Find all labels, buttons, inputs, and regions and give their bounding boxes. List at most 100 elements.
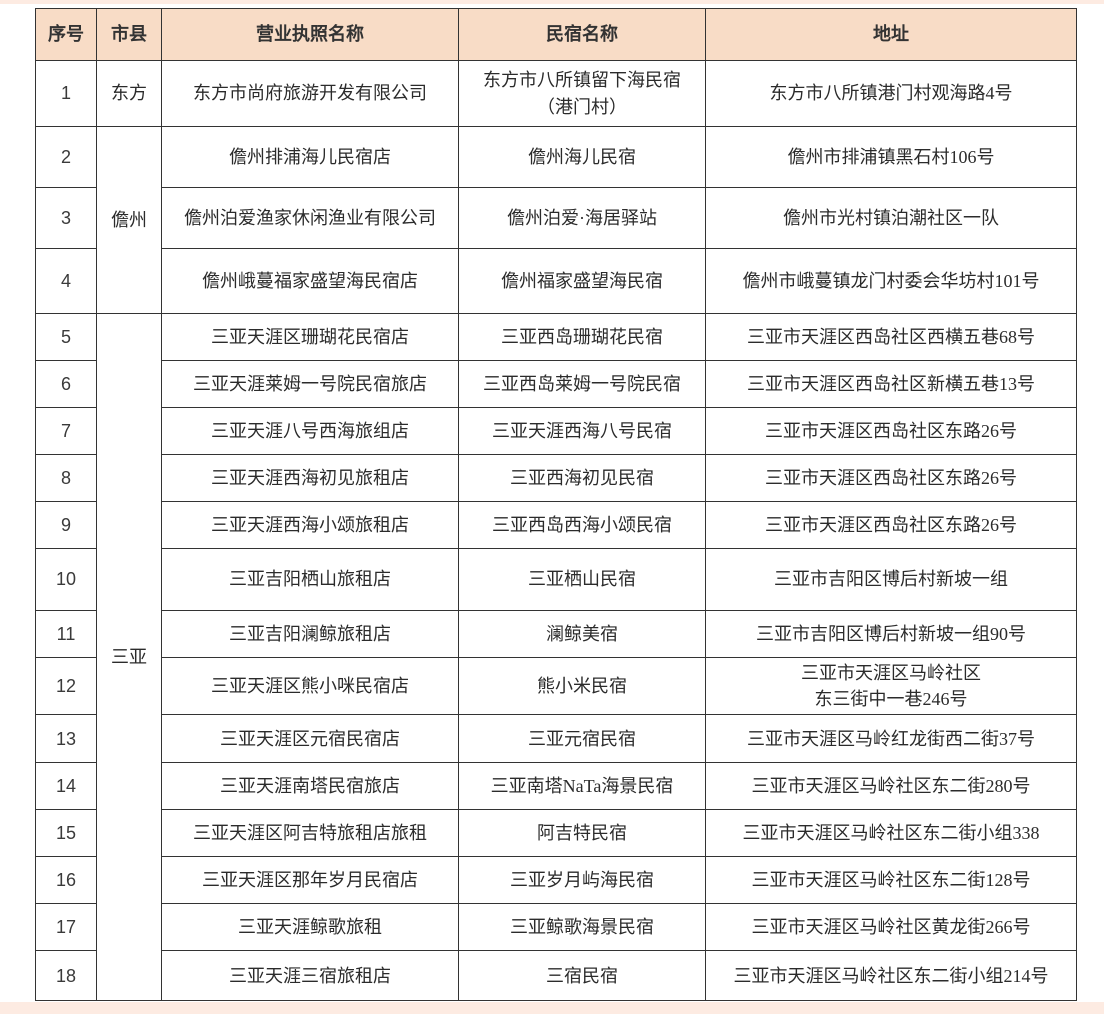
address-cell: 三亚市吉阳区博后村新坡一组90号 <box>705 610 1077 658</box>
serial-cell: 3 <box>35 187 97 249</box>
address-cell: 三亚市天涯区马岭社区东二街小组338 <box>705 809 1077 858</box>
table-row: 1 东方 东方市尚府旅游开发有限公司 东方市八所镇留下海民宿 （港门村） 东方市八所镇港… <box>35 60 1077 127</box>
serial-cell: 14 <box>35 762 97 811</box>
table-row: 14 三亚天涯南塔民宿旅店 三亚南塔NaTa海景民宿 三亚市天涯区马岭社区东二街280… <box>35 762 1077 811</box>
serial-cell: 5 <box>35 313 97 361</box>
name-cell: 三亚西海初见民宿 <box>458 454 706 502</box>
table-row: 17 三亚天涯鲸歌旅租 三亚鲸歌海景民宿 三亚市天涯区马岭社区黄龙街266号 <box>35 903 1077 952</box>
address-cell: 儋州市峨蔓镇龙门村委会华坊村101号 <box>705 248 1077 314</box>
col-header-name: 民宿名称 <box>458 8 706 61</box>
name-cell: 三亚西岛珊瑚花民宿 <box>458 313 706 361</box>
serial-cell: 16 <box>35 856 97 905</box>
table-row: 9 三亚天涯西海小颂旅租店 三亚西岛西海小颂民宿 三亚市天涯区西岛社区东路26号 <box>35 501 1077 549</box>
county-cell: 儋州 <box>96 126 162 314</box>
header-row: 序号 市县 营业执照名称 民宿名称 地址 <box>35 8 1077 61</box>
name-cell: 三亚鲸歌海景民宿 <box>458 903 706 952</box>
serial-cell: 17 <box>35 903 97 952</box>
serial-cell: 2 <box>35 126 97 188</box>
license-cell: 三亚天涯莱姆一号院民宿旅店 <box>161 360 459 408</box>
serial-cell: 18 <box>35 950 97 1002</box>
serial-cell: 4 <box>35 248 97 314</box>
license-cell: 儋州峨蔓福家盛望海民宿店 <box>161 248 459 314</box>
serial-cell: 13 <box>35 714 97 764</box>
table-row: 3 儋州泊爱渔家休闲渔业有限公司 儋州泊爱·海居驿站 儋州市光村镇泊潮社区一队 <box>35 187 1077 249</box>
license-cell: 东方市尚府旅游开发有限公司 <box>161 60 459 127</box>
name-cell: 熊小米民宿 <box>458 656 706 716</box>
serial-cell: 8 <box>35 454 97 502</box>
address-cell: 三亚市天涯区马岭社区东二街280号 <box>705 762 1077 811</box>
address-cell: 三亚市天涯区马岭社区东二街小组214号 <box>705 950 1077 1002</box>
serial-cell: 9 <box>35 501 97 549</box>
name-cell: 三亚栖山民宿 <box>458 548 706 611</box>
license-cell: 三亚吉阳澜鲸旅租店 <box>161 610 459 658</box>
serial-cell: 10 <box>35 548 97 611</box>
table-row: 2 儋州 儋州排浦海儿民宿店 儋州海儿民宿 儋州市排浦镇黑石村106号 <box>35 126 1077 314</box>
table-row: 15 三亚天涯区阿吉特旅租店旅租 阿吉特民宿 三亚市天涯区马岭社区东二街小组338 <box>35 809 1077 858</box>
address-cell: 三亚市天涯区马岭社区 东三街中一巷246号 <box>705 656 1077 716</box>
license-cell: 三亚天涯区熊小咪民宿店 <box>161 656 459 716</box>
county-cell: 东方 <box>96 60 162 127</box>
name-cell: 儋州福家盛望海民宿 <box>458 248 706 314</box>
license-cell: 三亚天涯鲸歌旅租 <box>161 903 459 952</box>
homestay-table: 序号 市县 营业执照名称 民宿名称 地址 1 东方 东方市尚府旅游开发有限公司 东方市… <box>35 8 1077 1002</box>
serial-cell: 7 <box>35 407 97 455</box>
license-cell: 三亚天涯八号西海旅组店 <box>161 407 459 455</box>
county-cell: 三亚 <box>96 312 162 1002</box>
name-cell: 三宿民宿 <box>458 950 706 1002</box>
license-cell: 三亚天涯区珊瑚花民宿店 <box>161 313 459 361</box>
table-row: 4 儋州峨蔓福家盛望海民宿店 儋州福家盛望海民宿 儋州市峨蔓镇龙门村委会华坊村101号 <box>35 248 1077 314</box>
name-cell: 澜鲸美宿 <box>458 610 706 658</box>
license-cell: 儋州泊爱渔家休闲渔业有限公司 <box>161 187 459 249</box>
name-cell: 阿吉特民宿 <box>458 809 706 858</box>
license-cell: 三亚天涯西海初见旅租店 <box>161 454 459 502</box>
table-row: 6 三亚天涯莱姆一号院民宿旅店 三亚西岛莱姆一号院民宿 三亚市天涯区西岛社区新横五巷1… <box>35 360 1077 408</box>
col-header-county: 市县 <box>96 8 162 61</box>
name-cell: 三亚元宿民宿 <box>458 714 706 764</box>
address-cell: 三亚市吉阳区博后村新坡一组 <box>705 548 1077 611</box>
name-cell: 三亚天涯西海八号民宿 <box>458 407 706 455</box>
address-cell: 三亚市天涯区西岛社区东路26号 <box>705 454 1077 502</box>
name-cell: 东方市八所镇留下海民宿 （港门村） <box>458 60 706 127</box>
license-cell: 三亚天涯区元宿民宿店 <box>161 714 459 764</box>
name-cell: 三亚岁月屿海民宿 <box>458 856 706 905</box>
table-row: 7 三亚天涯八号西海旅组店 三亚天涯西海八号民宿 三亚市天涯区西岛社区东路26号 <box>35 407 1077 455</box>
license-cell: 三亚天涯南塔民宿旅店 <box>161 762 459 811</box>
serial-cell: 6 <box>35 360 97 408</box>
serial-cell: 11 <box>35 610 97 658</box>
name-cell: 儋州泊爱·海居驿站 <box>458 187 706 249</box>
name-cell: 儋州海儿民宿 <box>458 126 706 188</box>
address-cell: 三亚市天涯区马岭红龙街西二街37号 <box>705 714 1077 764</box>
address-cell: 三亚市天涯区西岛社区新横五巷13号 <box>705 360 1077 408</box>
table-row: 18 三亚天涯三宿旅租店 三宿民宿 三亚市天涯区马岭社区东二街小组214号 <box>35 950 1077 1002</box>
license-cell: 儋州排浦海儿民宿店 <box>161 126 459 188</box>
license-cell: 三亚天涯区阿吉特旅租店旅租 <box>161 809 459 858</box>
col-header-license: 营业执照名称 <box>161 8 459 61</box>
address-cell: 三亚市天涯区马岭社区黄龙街266号 <box>705 903 1077 952</box>
name-cell: 三亚南塔NaTa海景民宿 <box>458 762 706 811</box>
table-row: 8 三亚天涯西海初见旅租店 三亚西海初见民宿 三亚市天涯区西岛社区东路26号 <box>35 454 1077 502</box>
address-cell: 三亚市天涯区马岭社区东二街128号 <box>705 856 1077 905</box>
license-cell: 三亚天涯区那年岁月民宿店 <box>161 856 459 905</box>
name-cell: 三亚西岛莱姆一号院民宿 <box>458 360 706 408</box>
bottom-strip <box>0 1002 1104 1014</box>
serial-cell: 12 <box>35 656 97 716</box>
address-cell: 三亚市天涯区西岛社区西横五巷68号 <box>705 313 1077 361</box>
address-cell: 儋州市光村镇泊潮社区一队 <box>705 187 1077 249</box>
address-cell: 三亚市天涯区西岛社区东路26号 <box>705 407 1077 455</box>
license-cell: 三亚天涯西海小颂旅租店 <box>161 501 459 549</box>
col-header-address: 地址 <box>705 8 1077 61</box>
col-header-serial: 序号 <box>35 8 97 61</box>
license-cell: 三亚天涯三宿旅租店 <box>161 950 459 1002</box>
top-strip <box>0 0 1104 4</box>
address-cell: 三亚市天涯区西岛社区东路26号 <box>705 501 1077 549</box>
table-row: 10 三亚吉阳栖山旅租店 三亚栖山民宿 三亚市吉阳区博后村新坡一组 <box>35 548 1077 611</box>
table-row: 16 三亚天涯区那年岁月民宿店 三亚岁月屿海民宿 三亚市天涯区马岭社区东二街128号 <box>35 856 1077 905</box>
license-cell: 三亚吉阳栖山旅租店 <box>161 548 459 611</box>
table-row: 11 三亚吉阳澜鲸旅租店 澜鲸美宿 三亚市吉阳区博后村新坡一组90号 <box>35 610 1077 658</box>
name-cell: 三亚西岛西海小颂民宿 <box>458 501 706 549</box>
address-cell: 东方市八所镇港门村观海路4号 <box>705 60 1077 127</box>
serial-cell: 15 <box>35 809 97 858</box>
serial-cell: 1 <box>35 60 97 127</box>
table-row: 5 三亚 三亚天涯区珊瑚花民宿店 三亚西岛珊瑚花民宿 三亚市天涯区西岛社区西横五巷68号 <box>35 312 1077 1002</box>
